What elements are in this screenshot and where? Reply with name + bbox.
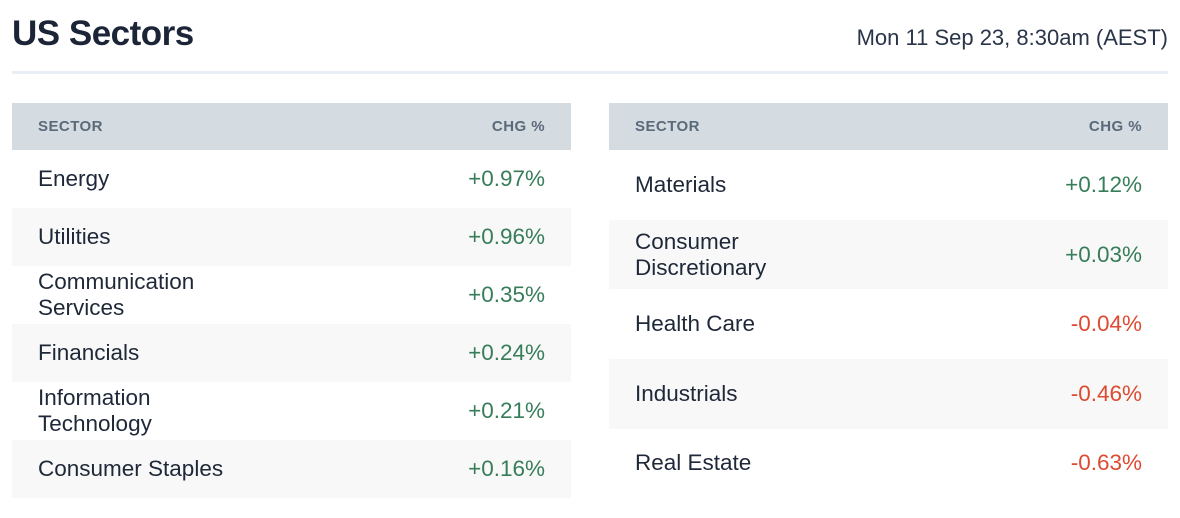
table-row: Health Care -0.04% — [609, 289, 1168, 359]
sector-change: +0.03% — [1065, 241, 1142, 267]
sector-name: Financials — [38, 340, 140, 366]
sector-tables: SECTOR CHG % Energy +0.97% Utilities +0.96% C… — [12, 103, 1168, 499]
column-header-chg: CHG % — [888, 103, 1168, 151]
sector-name: Real Estate — [635, 450, 752, 476]
table-row: Materials +0.12% — [609, 150, 1168, 220]
table-row: Utilities +0.96% — [12, 208, 571, 267]
us-sectors-page: US Sectors Mon 11 Sep 23, 8:30am (AEST) … — [12, 12, 1168, 499]
page-title: US Sectors — [12, 14, 194, 53]
timestamp: Mon 11 Sep 23, 8:30am (AEST) — [856, 25, 1168, 51]
sector-name: Utilities — [38, 224, 111, 250]
sector-name: Health Care — [635, 311, 756, 337]
sector-change: +0.97% — [468, 166, 545, 192]
table-row: Financials +0.24% — [12, 324, 571, 383]
sector-name: Energy — [38, 166, 110, 192]
sector-table-right: SECTOR CHG % Materials +0.12% Consumer Disc… — [609, 103, 1168, 498]
sector-table-left: SECTOR CHG % Energy +0.97% Utilities +0.96% C… — [12, 103, 571, 499]
column-header-sector: SECTOR — [609, 103, 889, 151]
table-row: Industrials -0.46% — [609, 359, 1168, 429]
table-row: Communication Services +0.35% — [12, 266, 571, 324]
table-row: Consumer Discretionary +0.03% — [609, 219, 1168, 290]
sector-name: Consumer Staples — [38, 456, 224, 482]
table-header: SECTOR CHG % — [12, 103, 571, 151]
sector-name: Communication Services — [38, 269, 195, 321]
sector-change: +0.35% — [468, 282, 545, 308]
sector-change: -0.63% — [1070, 450, 1142, 476]
sector-change: +0.12% — [1065, 172, 1142, 198]
sector-name: Industrials — [635, 380, 738, 406]
table-row: Information Technology +0.21% — [12, 382, 571, 440]
sector-name: Materials — [635, 172, 727, 198]
table-header: SECTOR CHG % — [609, 103, 1168, 151]
table-row: Energy +0.97% — [12, 150, 571, 208]
sector-change: +0.24% — [468, 340, 545, 366]
sector-change: +0.16% — [468, 456, 545, 482]
sector-change: +0.21% — [468, 398, 545, 424]
table-row: Real Estate -0.63% — [609, 429, 1168, 499]
column-header-sector: SECTOR — [12, 103, 292, 151]
table-row: Consumer Staples +0.16% — [12, 440, 571, 499]
page-header: US Sectors Mon 11 Sep 23, 8:30am (AEST) — [12, 12, 1168, 54]
sector-change: +0.96% — [468, 224, 545, 250]
sector-change: -0.46% — [1070, 380, 1142, 406]
column-header-chg: CHG % — [291, 103, 571, 151]
sector-name: Information Technology — [38, 385, 152, 437]
sector-change: -0.04% — [1070, 311, 1142, 337]
header-divider — [12, 71, 1168, 75]
sector-name: Consumer Discretionary — [635, 228, 767, 280]
